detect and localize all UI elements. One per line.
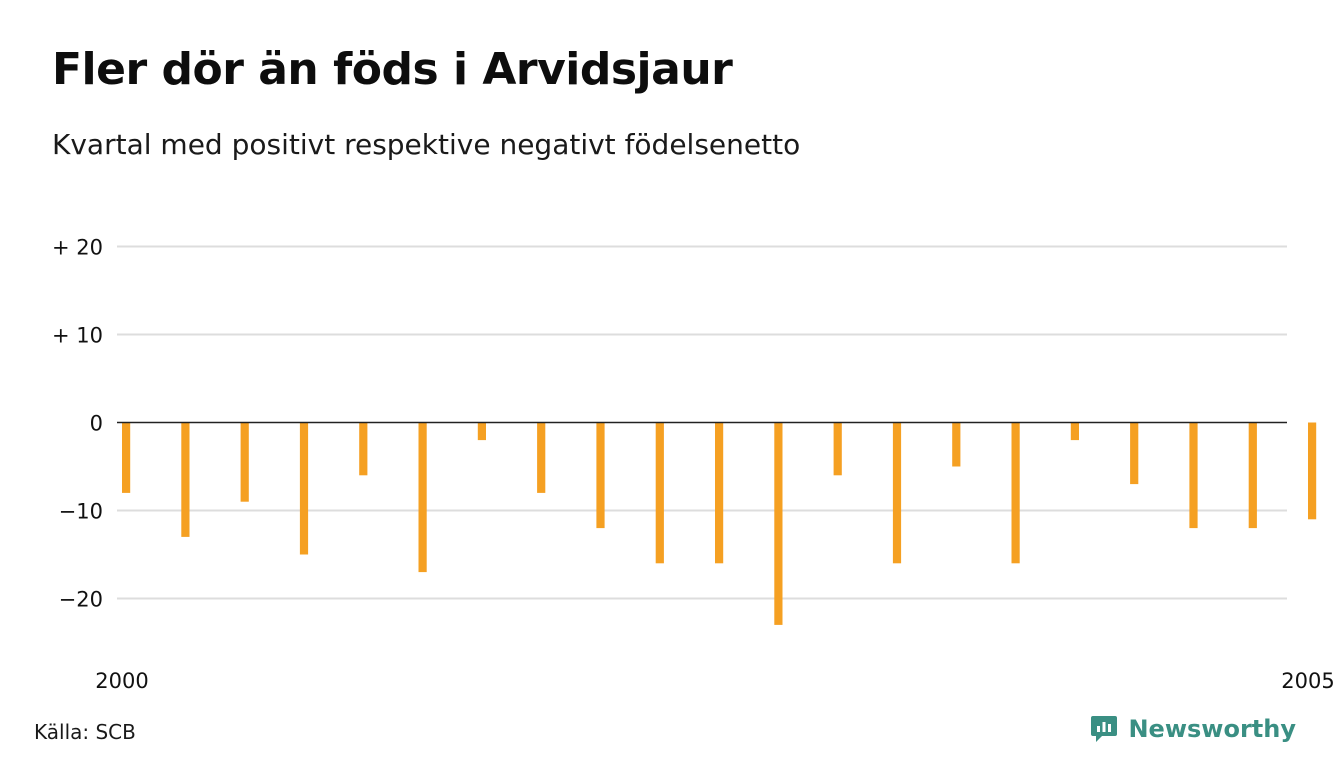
bar-negative (1248, 422, 1257, 529)
bar-negative (299, 422, 309, 555)
bar-negative (774, 422, 783, 625)
y-tick-label: −20 (59, 588, 103, 612)
bar-negative (477, 422, 486, 441)
x-tick-label: 2005 (1281, 669, 1334, 693)
bar-negative (833, 422, 842, 476)
bar-negative (952, 422, 961, 467)
bar-negative (1130, 422, 1139, 485)
bar-negative (1070, 422, 1079, 441)
x-tick-label: 2000 (95, 669, 148, 693)
brand-name: Newsworthy (1128, 715, 1296, 743)
bar-negative (122, 422, 131, 493)
bar-negative (892, 422, 902, 564)
bar-negative (655, 422, 664, 564)
bar-negative (715, 422, 724, 564)
bar-negative (1189, 422, 1198, 529)
bar-negative (359, 422, 368, 476)
newsworthy-logo-icon (1091, 716, 1118, 742)
bar-negative (596, 422, 605, 529)
bar-negative (181, 422, 190, 537)
newsworthy-brand[interactable]: Newsworthy (1090, 714, 1296, 744)
bar-negative (240, 422, 249, 502)
bar-negative (1011, 422, 1020, 564)
y-tick-label: + 20 (52, 236, 103, 260)
y-tick-label: + 10 (52, 324, 103, 348)
bar-negative (418, 422, 427, 573)
chart-title: Fler dör än föds i Arvidsjaur (52, 44, 733, 95)
y-tick-label: 0 (90, 412, 103, 436)
bar-negative (1308, 422, 1317, 520)
bar-negative (537, 422, 546, 493)
y-tick-label: −10 (59, 500, 103, 524)
chart-subtitle: Kvartal med positivt respektive negativt… (52, 128, 801, 161)
source-label: Källa: SCB (34, 720, 136, 744)
